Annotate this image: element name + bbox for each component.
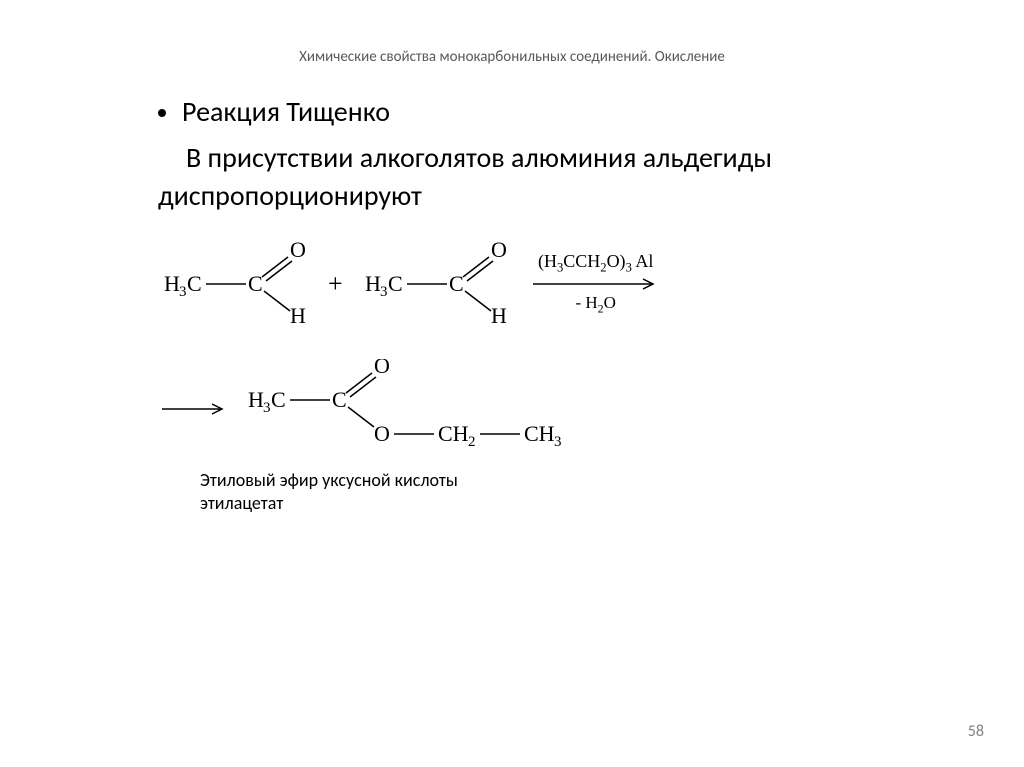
svg-text:C: C [332, 387, 347, 412]
body-text: В присутствии алкоголятов алюминия альде… [158, 139, 884, 215]
svg-text:C: C [388, 271, 403, 296]
reaction-arrow-2 [160, 402, 230, 416]
product-name-line2: этилацетат [200, 492, 283, 514]
svg-text:2: 2 [468, 434, 476, 450]
svg-text:O: O [290, 239, 306, 262]
svg-text:H: H [491, 303, 507, 328]
byproduct-label: - H2O [575, 293, 615, 316]
bullet-dot-icon [158, 109, 166, 117]
slide-content: Химические свойства монокарбонильных сое… [0, 0, 1024, 767]
svg-text:3: 3 [554, 434, 562, 450]
svg-text:3: 3 [263, 400, 271, 416]
reaction-arrow-1: (H3CCH2O)3 Al - H2O [531, 251, 661, 317]
svg-text:H: H [365, 271, 381, 296]
svg-text:CH: CH [524, 421, 555, 446]
reactant-1: H 3 C C O H [160, 239, 310, 329]
svg-text:O: O [374, 421, 390, 446]
bullet-text: Реакция Тищенко [182, 94, 390, 129]
slide-title: Химические свойства монокарбонильных сое… [100, 48, 924, 66]
svg-text:C: C [271, 387, 286, 412]
reaction-line-1: H 3 C C O H + H 3 C C [160, 239, 924, 329]
svg-text:CH: CH [438, 421, 469, 446]
svg-text:H: H [248, 387, 264, 412]
product-name-line1: Этиловый эфир уксусной кислоты [200, 469, 458, 491]
svg-text:O: O [374, 359, 390, 378]
plus-sign: + [328, 269, 343, 299]
bullet-row: Реакция Тищенко [158, 94, 924, 129]
svg-text:3: 3 [380, 284, 388, 300]
arrow-icon [531, 277, 661, 291]
product-molecule: H 3 C C O O CH 2 CH 3 [244, 359, 604, 459]
svg-text:C: C [248, 271, 263, 296]
svg-text:C: C [187, 271, 202, 296]
product-name: Этиловый эфир уксусной кислоты этилацета… [200, 469, 924, 516]
reaction-line-2: H 3 C C O O CH 2 CH 3 [160, 359, 924, 459]
svg-text:3: 3 [179, 284, 187, 300]
svg-text:H: H [290, 303, 306, 328]
reactant-2: H 3 C C O H [361, 239, 511, 329]
page-number: 58 [968, 722, 984, 741]
arrow-icon [160, 402, 230, 416]
svg-text:H: H [164, 271, 180, 296]
catalyst-label: (H3CCH2O)3 Al [538, 251, 653, 276]
svg-text:C: C [449, 271, 464, 296]
svg-text:O: O [491, 239, 507, 262]
